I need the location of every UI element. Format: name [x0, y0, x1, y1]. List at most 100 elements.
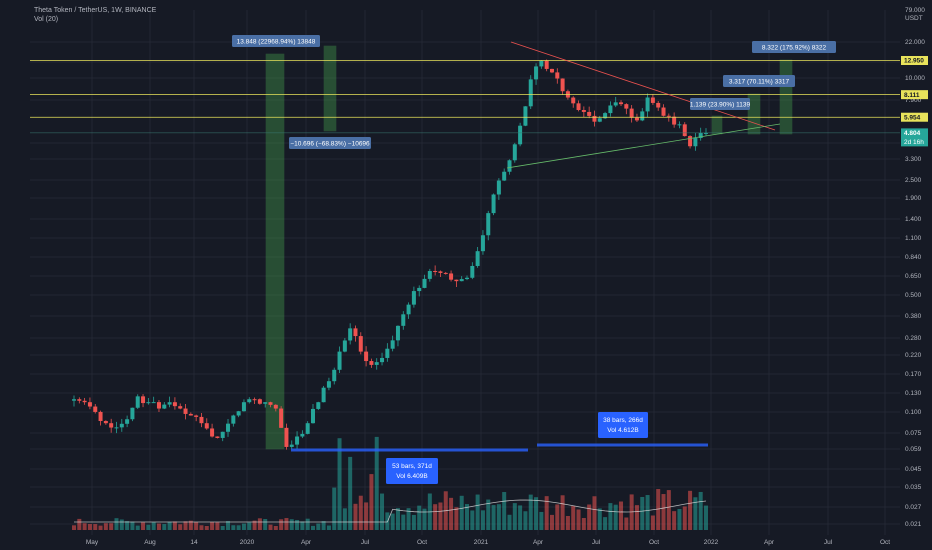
volume-bar	[257, 518, 262, 530]
candle-body	[348, 328, 353, 341]
price-tag-value: 4.804	[904, 130, 921, 137]
volume-bar	[491, 505, 496, 530]
candle-body	[114, 427, 119, 429]
price-tag	[901, 128, 928, 147]
range-label-box	[598, 412, 648, 438]
y-tick-label: 0.380	[905, 313, 922, 320]
candle-body	[634, 117, 639, 121]
volume-bar	[77, 518, 82, 530]
candle-body	[295, 436, 300, 445]
y-tick-label: 0.840	[905, 254, 922, 261]
volume-bar	[560, 495, 565, 530]
candle-body	[677, 124, 682, 126]
volume-bar	[470, 510, 475, 530]
volume-bar	[284, 518, 289, 530]
y-tick-label: 1.900	[905, 195, 922, 202]
candle-body	[507, 160, 512, 172]
volume-bar	[459, 495, 464, 530]
candle-body	[459, 279, 464, 282]
price-tag-value: 8.111	[904, 92, 920, 99]
candle-body	[518, 125, 523, 145]
volume-bar	[523, 511, 528, 530]
symbol-title[interactable]: Theta Token / TetherUS, 1W, BINANCE	[34, 7, 157, 14]
candle-body	[443, 272, 448, 274]
volume-bar	[571, 506, 576, 530]
volume-bar	[199, 525, 204, 530]
candle-body	[465, 277, 470, 280]
volume-bar	[395, 508, 400, 530]
candle-body	[252, 399, 257, 401]
volume-indicator-label[interactable]: Vol (20)	[34, 16, 59, 23]
volume-bar	[528, 494, 533, 530]
candle-body	[263, 402, 268, 404]
volume-bar	[353, 503, 358, 530]
measure-label-box	[690, 98, 750, 110]
candle-body	[656, 102, 661, 108]
volume-bar	[93, 524, 98, 530]
candle-body	[273, 404, 278, 409]
volume-bar	[475, 494, 480, 530]
candle-body	[560, 78, 565, 92]
volume-bar	[619, 501, 624, 530]
volume-bar	[555, 504, 560, 530]
volume-bar	[704, 505, 708, 530]
y-tick-label: 1.100	[905, 235, 922, 242]
volume-bar	[109, 523, 114, 530]
y-tick-label: 2.500	[905, 177, 922, 184]
candle-body	[704, 132, 708, 134]
candle-body	[380, 357, 385, 363]
candle-body	[162, 404, 167, 409]
candle-body	[645, 97, 650, 112]
volume-bar	[103, 523, 108, 530]
range-label-bars: 38 bars, 266d	[603, 417, 643, 424]
candle-body	[172, 402, 177, 407]
volume-bar	[300, 521, 305, 530]
candle-body	[305, 423, 310, 434]
measure-label-text: 1.139 (23.90%) 1139	[690, 102, 751, 109]
volume-bar	[220, 525, 225, 530]
volume-bar	[289, 519, 294, 530]
measure-label-box	[752, 41, 836, 53]
measure-label-text: 8.322 (175.92%) 8322	[762, 45, 827, 52]
candle-body	[549, 68, 554, 73]
candle-body	[204, 423, 209, 429]
candle-body	[103, 421, 108, 424]
volume-bars	[72, 436, 708, 530]
candle-body	[332, 369, 337, 382]
y-tick-label: 0.075	[905, 430, 922, 437]
volume-bar	[342, 508, 347, 530]
volume-bar	[656, 489, 661, 530]
candle-body	[188, 413, 193, 416]
price-axis[interactable]: 79.000USDT22.00017.00010.0007.9004.6003.…	[901, 7, 928, 528]
volume-bar	[406, 508, 411, 530]
candle-body	[119, 423, 124, 428]
volume-bar	[454, 507, 459, 530]
candle-body	[337, 351, 342, 370]
x-tick-label: Oct	[880, 539, 890, 546]
volume-bar	[576, 509, 581, 530]
volume-bar	[390, 513, 395, 530]
candle-body	[151, 402, 156, 404]
volume-bar	[210, 522, 215, 530]
volume-bar	[592, 496, 597, 530]
measure-box	[779, 59, 793, 135]
candle-body	[592, 115, 597, 122]
candle-body	[624, 104, 629, 109]
candle-body	[109, 423, 114, 428]
volume-bar	[544, 496, 549, 530]
measurement-labels[interactable]: 13.848 (22968.94%) 13848 −10.696 (−68.83%…	[232, 35, 836, 484]
volume-bar	[146, 524, 151, 530]
candle-body	[183, 408, 188, 414]
volume-bar	[295, 519, 300, 530]
drawing-lines[interactable]	[30, 41, 900, 452]
volume-bar	[438, 502, 443, 530]
measure-box	[265, 53, 285, 450]
x-tick-label: Jul	[824, 539, 833, 546]
y-tick-label: 10.000	[905, 75, 925, 82]
candle-body	[385, 348, 390, 358]
candle-body	[316, 402, 321, 409]
volume-bar	[87, 524, 92, 530]
candle-body	[438, 271, 443, 273]
time-axis[interactable]: May Aug 14 2020 Apr Jul Oct 2021 Apr Jul Oct 2022 Ap…	[86, 539, 890, 546]
